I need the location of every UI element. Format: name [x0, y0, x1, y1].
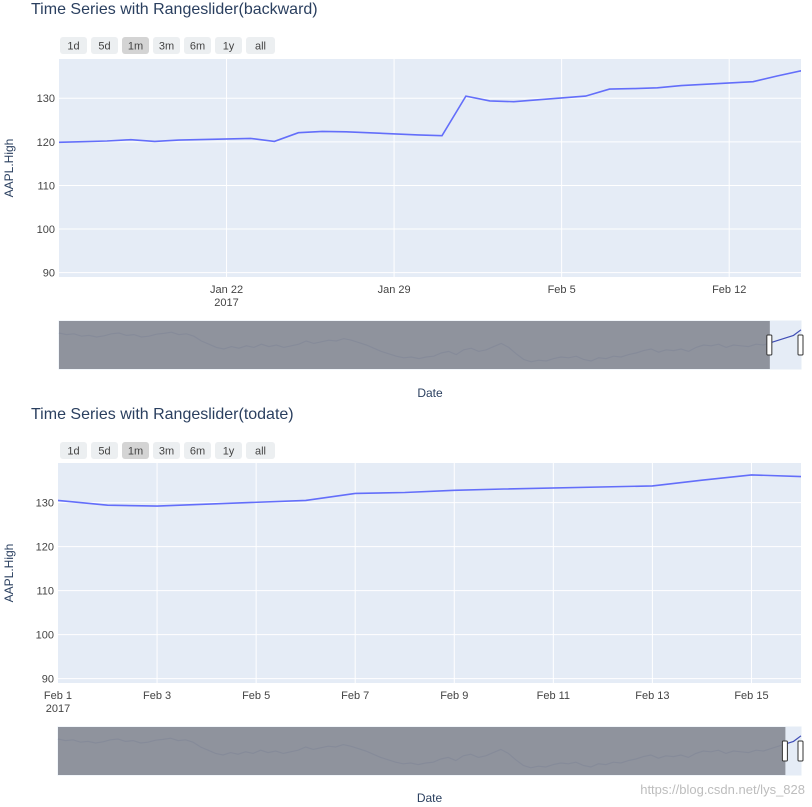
chart-1-range-button-5d[interactable]: 5d [91, 442, 118, 459]
chart-0-x-tick-label: Jan 22 [210, 284, 243, 296]
chart-1-x-tick-label: Feb 15 [734, 690, 768, 702]
chart-1-rangeslider-handle-left[interactable] [781, 740, 788, 762]
chart-0-x-tick-label: Feb 5 [548, 284, 576, 296]
chart-0-plot-area [59, 59, 801, 277]
chart-1-x-tick-label: Feb 9 [440, 690, 468, 702]
chart-1-y-tick-label: 130 [36, 498, 54, 510]
chart-1-range-button-bg[interactable] [184, 442, 211, 459]
chart-1-plot-area [58, 463, 801, 683]
chart-1-range-button-all[interactable]: all [246, 442, 275, 459]
chart-1-x-tick-label: Feb 3 [143, 690, 171, 702]
chart-0-range-button-bg[interactable] [122, 37, 149, 54]
chart-1-range-button-label[interactable]: 1m [128, 446, 143, 458]
chart-1-range-button-3m[interactable]: 3m [153, 442, 180, 459]
chart-todate: Time Series with Rangeslider(todate) 1d 5d… [2, 406, 804, 805]
chart-0-range-button-all[interactable]: all [246, 37, 275, 54]
chart-1-x-tick-label: Feb 5 [242, 690, 270, 702]
chart-0-series-line [59, 69, 801, 144]
chart-1-range-button-1y[interactable]: 1y [215, 442, 242, 459]
chart-1-range-button-label[interactable]: 5d [98, 446, 110, 458]
chart-0-x-tick-label: Jan 29 [378, 284, 411, 296]
chart-1-y-tick-label: 90 [42, 674, 54, 686]
chart-1-range-button-1d[interactable]: 1d [60, 442, 87, 459]
chart-1-range-button-bg[interactable] [122, 442, 149, 459]
chart-1-range-button-bg[interactable] [246, 442, 275, 459]
chart-0-range-button-label[interactable]: 1m [128, 41, 143, 53]
chart-0-x-tick-label: Feb 12 [712, 284, 746, 296]
chart-1-range-button-label[interactable]: 1d [67, 446, 79, 458]
chart-0-range-button-bg[interactable] [91, 37, 118, 54]
chart-0-range-button-5d[interactable]: 5d [91, 37, 118, 54]
chart-0-y-axis-title: AAPL.High [2, 139, 16, 198]
chart-0-x-tick-year-label: 2017 [214, 297, 238, 309]
chart-0-range-button-bg[interactable] [246, 37, 275, 54]
chart-0-rangeslider-handle-right[interactable] [797, 334, 804, 356]
chart-1-rangeslider-handle-right[interactable] [797, 740, 804, 762]
chart-1-y-tick-label: 100 [36, 630, 54, 642]
chart-0-range-button-label[interactable]: 1d [67, 41, 79, 53]
chart-0-range-button-1m[interactable]: 1m [122, 37, 149, 54]
chart-1-y-tick-label: 120 [36, 542, 54, 554]
chart-0-range-button-bg[interactable] [215, 37, 242, 54]
chart-0-range-button-1d[interactable]: 1d [60, 37, 87, 54]
chart-0-range-button-bg[interactable] [184, 37, 211, 54]
chart-1-x-tick-year-label: 2017 [46, 703, 70, 715]
chart-0-y-tick-label: 130 [37, 93, 55, 105]
chart-1-x-tick-label: Feb 1 [44, 690, 72, 702]
chart-1-range-button-label[interactable]: all [255, 446, 266, 458]
chart-1-range-button-label[interactable]: 1y [223, 446, 235, 458]
chart-0-range-button-label[interactable]: all [255, 41, 266, 53]
chart-0-rangeslider-mask [59, 321, 770, 369]
chart-0-x-axis-title: Date [417, 386, 443, 400]
chart-1-x-axis-title: Date [417, 791, 443, 805]
chart-1-series-line [58, 474, 801, 507]
chart-backward: Time Series with Rangeslider(backward) 1d… [2, 1, 804, 400]
chart-0-range-button-label[interactable]: 3m [159, 41, 174, 53]
chart-0-range-button-3m[interactable]: 3m [153, 37, 180, 54]
chart-1-range-button-6m[interactable]: 6m [184, 442, 211, 459]
chart-0-rangeslider-handle-left[interactable] [766, 334, 773, 356]
chart-0-y-tick-label: 120 [37, 137, 55, 149]
chart-1-range-button-bg[interactable] [60, 442, 87, 459]
chart-0-y-tick-label: 90 [43, 268, 55, 280]
chart-1-range-button-label[interactable]: 3m [159, 446, 174, 458]
chart-0-range-button-label[interactable]: 5d [98, 41, 110, 53]
chart-1-x-tick-label: Feb 13 [635, 690, 669, 702]
chart-1-range-button-1m[interactable]: 1m [122, 442, 149, 459]
chart-1-rangeslider[interactable] [57, 726, 804, 776]
chart-0-title: Time Series with Rangeslider(backward) [31, 1, 318, 18]
chart-1-range-button-bg[interactable] [91, 442, 118, 459]
chart-0-y-tick-label: 100 [37, 224, 55, 236]
chart-0-range-button-label[interactable]: 6m [190, 41, 205, 53]
chart-1-rangeslider-mask [58, 727, 786, 775]
chart-1-title: Time Series with Rangeslider(todate) [31, 406, 294, 423]
chart-0-range-button-bg[interactable] [60, 37, 87, 54]
chart-0-range-button-1y[interactable]: 1y [215, 37, 242, 54]
chart-1-x-tick-label: Feb 11 [537, 690, 570, 702]
chart-0-range-button-label[interactable]: 1y [223, 41, 235, 53]
chart-1-y-tick-label: 110 [36, 586, 54, 598]
watermark-text: https://blog.csdn.net/lys_828 [640, 782, 805, 797]
chart-0-range-button-bg[interactable] [153, 37, 180, 54]
chart-0-y-tick-label: 110 [37, 180, 55, 192]
chart-1-x-tick-label: Feb 7 [341, 690, 369, 702]
chart-0-range-button-6m[interactable]: 6m [184, 37, 211, 54]
chart-1-range-button-bg[interactable] [153, 442, 180, 459]
chart-1-range-button-label[interactable]: 6m [190, 446, 205, 458]
chart-1-y-axis-title: AAPL.High [2, 544, 16, 603]
chart-1-range-button-bg[interactable] [215, 442, 242, 459]
chart-0-rangeslider[interactable] [58, 320, 804, 370]
